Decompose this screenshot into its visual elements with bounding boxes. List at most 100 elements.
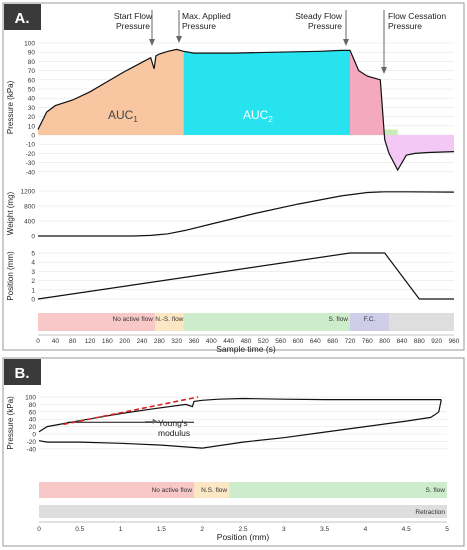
x-tick-label: 440 [223, 338, 234, 345]
panel-b-letter: B. [15, 365, 30, 382]
weight-line [38, 191, 455, 237]
phase-band [38, 313, 155, 331]
phase-band [155, 313, 184, 331]
phase-band [350, 313, 389, 331]
retraction-curve [38, 399, 442, 449]
phase-band-label: F.C. [364, 316, 376, 323]
pressure-y-tick: 100 [24, 41, 35, 48]
pressure-y-label: Pressure (kPa) [6, 80, 15, 134]
x-tick-label: 40 [52, 338, 60, 345]
auc2-area [183, 50, 350, 135]
pressure-y-tick: 10 [28, 123, 36, 130]
panel-a-axes: No active flow N.-S. flow S. flow F.C.0 40 80… [6, 41, 460, 355]
b-x-tick-label: 2 [200, 526, 204, 533]
pressure-y-tick: 50 [28, 87, 36, 94]
annotation-steady-flow-arrowhead [343, 39, 349, 46]
flow-cessation-area [384, 129, 398, 135]
panel-b-axes: No active flow N.S. flow S. flow Retraction… [6, 395, 449, 543]
panel-b-gridlines [39, 396, 447, 450]
annotation-flow-cessation-line2: Pressure [388, 21, 422, 31]
annotation-start-flow-line1: Start Flow [114, 11, 153, 21]
tangent-line [63, 396, 199, 426]
b-y-tick: -40 [27, 446, 37, 453]
pressure-line [37, 48, 455, 172]
b-x-tick-label: 1 [119, 526, 123, 533]
phase-band [183, 313, 350, 331]
annotation-steady-flow-line1: Steady Flow [295, 11, 343, 21]
b-phase-band-label: No active flow [152, 487, 193, 494]
b-y-tick: 40 [29, 417, 37, 424]
b-phase-band-label: N.S. flow [201, 487, 227, 494]
b-x-tick-label: 0 [37, 526, 41, 533]
pressure-y-tick: 70 [28, 68, 36, 75]
x-tick-label: 560 [275, 338, 286, 345]
panel-b-letter-box [4, 359, 41, 385]
b-x-tick-label: 1.5 [157, 526, 166, 533]
weight-y-tick: 400 [24, 219, 35, 226]
panel-a-letter-box [4, 4, 41, 30]
b-x-tick-label: 3.5 [320, 526, 329, 533]
panel-b-lines [38, 396, 442, 449]
panel-a-letter: A. [15, 10, 30, 27]
b-x-tick-label: 3 [282, 526, 286, 533]
annotation-start-flow: Start Flow Pressure [114, 10, 155, 46]
x-tick-label: 0 [36, 338, 40, 345]
annotation-max-applied-line2: Pressure [182, 21, 216, 31]
annotation-start-flow-line2: Pressure [116, 21, 150, 31]
x-tick-label: 640 [310, 338, 321, 345]
pressure-y-tick: -10 [26, 142, 36, 149]
x-tick-label: 920 [431, 338, 442, 345]
b-y-tick: -20 [27, 439, 37, 446]
steady-flow-area [350, 50, 385, 135]
b-x-tick-label: 2.5 [238, 526, 247, 533]
b-x-axis-label: Position (mm) [217, 532, 270, 542]
annotation-start-flow-arrowhead [149, 39, 155, 46]
position-y-tick: 2 [31, 278, 35, 285]
b-phase-band [39, 482, 195, 498]
annotation-flow-cessation-arrowhead [381, 67, 387, 74]
auc1-label: AUC1 [108, 108, 138, 124]
annotation-steady-flow-line2: Pressure [308, 21, 342, 31]
x-tick-label: 720 [345, 338, 356, 345]
b-y-tick: 60 [29, 409, 37, 416]
phase-band-label: N.-S. flow [155, 316, 183, 323]
retraction-band-label: Retraction [415, 509, 445, 516]
x-tick-label: 280 [154, 338, 165, 345]
annotation-max-applied-line1: Max. Applied [182, 11, 231, 21]
pressure-y-tick: 30 [28, 105, 36, 112]
x-tick-label: 840 [397, 338, 408, 345]
x-tick-label: 160 [102, 338, 113, 345]
annotation-max-applied-arrowhead [176, 36, 182, 43]
youngs-modulus-line2: modulus [158, 428, 190, 438]
pressure-y-tick: 40 [28, 96, 36, 103]
b-x-tick-label: 4.5 [402, 526, 411, 533]
b-x-tick-label: 4 [364, 526, 368, 533]
youngs-modulus-annotation: Young's modulus [158, 418, 190, 438]
x-tick-label: 80 [69, 338, 77, 345]
x-tick-label: 800 [379, 338, 390, 345]
position-y-tick: 1 [31, 287, 35, 294]
phase-band [389, 313, 454, 331]
auc1-area [38, 49, 184, 135]
b-phase-band [194, 482, 230, 498]
youngs-modulus-line1: Young's [158, 418, 188, 428]
annotation-steady-flow: Steady Flow Pressure [295, 10, 349, 46]
x-tick-label: 360 [189, 338, 200, 345]
x-axis-label: Sample time (s) [216, 344, 276, 354]
phase-band-label: S. flow [328, 316, 348, 323]
x-tick-label: 480 [241, 338, 252, 345]
position-y-tick: 4 [31, 260, 35, 267]
b-phase-band [229, 482, 447, 498]
position-y-label: Position (mm) [6, 251, 15, 301]
x-tick-label: 200 [119, 338, 130, 345]
b-y-tick: 80 [29, 402, 37, 409]
x-tick-label: 680 [327, 338, 338, 345]
x-tick-label: 960 [449, 338, 460, 345]
weight-y-tick: 800 [24, 204, 35, 211]
x-tick-label: 400 [206, 338, 217, 345]
annotation-max-applied: Max. Applied Pressure [176, 10, 231, 43]
annotation-flow-cessation: Flow Cessation Pressure [381, 10, 446, 74]
x-tick-label: 880 [414, 338, 425, 345]
x-tick-label: 320 [171, 338, 182, 345]
b-x-tick-label: 0.5 [75, 526, 84, 533]
